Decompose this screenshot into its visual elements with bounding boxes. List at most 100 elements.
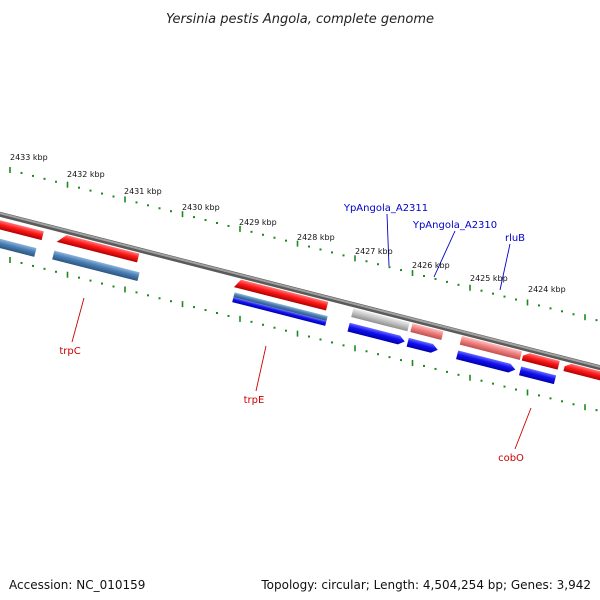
minor-tick bbox=[32, 264, 34, 267]
gene-cobO-upstream[interactable] bbox=[521, 352, 560, 370]
label-rluB[interactable]: rluB bbox=[505, 233, 525, 244]
gene-trpC-upstream[interactable] bbox=[56, 233, 140, 263]
gene-YpAngola_A2311[interactable] bbox=[351, 308, 410, 332]
gene-left-forward[interactable] bbox=[0, 217, 44, 241]
minor-tick bbox=[158, 297, 161, 300]
minor-tick bbox=[147, 294, 149, 297]
tick-label-2425: 2425 kbp bbox=[470, 274, 508, 283]
minor-tick bbox=[193, 216, 195, 219]
minor-tick bbox=[331, 251, 333, 254]
minor-tick bbox=[377, 353, 379, 356]
minor-tick bbox=[480, 289, 483, 292]
minor-tick bbox=[250, 230, 253, 233]
minor-tick bbox=[101, 192, 103, 195]
gene-left-reverse[interactable] bbox=[0, 235, 37, 257]
minor-tick bbox=[365, 260, 368, 263]
minor-tick bbox=[377, 263, 379, 266]
minor-tick bbox=[480, 379, 483, 382]
lower-tick-row bbox=[9, 257, 598, 412]
minor-tick bbox=[365, 350, 368, 353]
label-YpAngola_A2311[interactable]: YpAngola_A2311 bbox=[343, 203, 428, 214]
minor-tick bbox=[78, 186, 80, 189]
minor-tick bbox=[572, 313, 575, 316]
minor-tick bbox=[503, 295, 506, 298]
minor-tick bbox=[331, 341, 333, 344]
gene-right-forward[interactable] bbox=[563, 362, 600, 385]
minor-tick bbox=[193, 306, 195, 309]
upper-tick-row bbox=[9, 167, 598, 322]
minor-tick bbox=[515, 388, 517, 391]
tick-labels: 2433 kbp 2432 kbp 2431 kbp 2430 kbp 2429… bbox=[10, 153, 566, 294]
minor-tick bbox=[273, 326, 276, 329]
minor-tick bbox=[262, 323, 264, 326]
minor-tick bbox=[147, 204, 149, 207]
minor-tick bbox=[170, 210, 172, 213]
minor-tick bbox=[216, 221, 218, 224]
minor-tick bbox=[319, 248, 322, 251]
gene-rluB-cds[interactable] bbox=[456, 350, 516, 374]
minor-tick bbox=[112, 285, 115, 288]
minor-tick bbox=[43, 267, 46, 270]
minor-tick bbox=[595, 319, 598, 322]
minor-tick bbox=[20, 261, 23, 264]
minor-tick bbox=[55, 180, 57, 183]
gene-trpE-forward[interactable] bbox=[233, 278, 329, 311]
label-trpE[interactable]: trpE bbox=[244, 395, 265, 406]
minor-tick bbox=[388, 266, 391, 269]
topology-text: Topology: circular; Length: 4,504,254 bp… bbox=[261, 578, 591, 592]
gene-YpAngola_A2310[interactable] bbox=[410, 323, 444, 340]
minor-tick bbox=[492, 292, 494, 295]
minor-tick bbox=[400, 359, 402, 362]
tick-label-2428: 2428 kbp bbox=[297, 233, 335, 242]
minor-tick bbox=[78, 276, 80, 279]
minor-tick bbox=[561, 400, 563, 403]
minor-tick bbox=[135, 201, 138, 204]
minor-tick bbox=[400, 269, 402, 272]
minor-tick bbox=[515, 298, 517, 301]
tick-label-2426: 2426 kbp bbox=[412, 261, 450, 270]
minor-tick bbox=[101, 282, 103, 285]
label-cobO[interactable]: cobO bbox=[498, 453, 524, 464]
chromosome-backbone bbox=[0, 211, 600, 371]
minor-tick bbox=[227, 314, 230, 317]
tick-label-2424: 2424 kbp bbox=[528, 285, 566, 294]
minor-tick bbox=[285, 239, 287, 242]
minor-tick bbox=[135, 291, 138, 294]
tick-label-2431: 2431 kbp bbox=[124, 187, 162, 196]
minor-tick bbox=[342, 344, 345, 347]
gene-trpE-cds[interactable] bbox=[232, 297, 327, 326]
minor-tick bbox=[457, 373, 460, 376]
tick-label-2432: 2432 kbp bbox=[67, 170, 105, 179]
label-YpAngola_A2310[interactable]: YpAngola_A2310 bbox=[412, 220, 497, 231]
minor-tick bbox=[446, 280, 448, 283]
minor-tick bbox=[20, 171, 23, 174]
minor-tick bbox=[250, 320, 253, 323]
minor-tick bbox=[423, 364, 425, 367]
gene-trpC[interactable] bbox=[52, 250, 140, 282]
minor-tick bbox=[595, 409, 598, 412]
minor-tick bbox=[170, 300, 172, 303]
minor-tick bbox=[285, 329, 287, 332]
minor-tick bbox=[32, 174, 34, 177]
gene-cobO[interactable] bbox=[519, 366, 557, 385]
minor-tick bbox=[204, 309, 207, 312]
gene-features bbox=[0, 217, 600, 385]
minor-tick bbox=[43, 177, 46, 180]
minor-tick bbox=[561, 310, 563, 313]
map-title: Yersinia pestis Angola, complete genome bbox=[166, 12, 434, 27]
gene-rluB[interactable] bbox=[459, 335, 523, 360]
label-leaders bbox=[71, 213, 532, 450]
gene-YpAngola_A2310-cds[interactable] bbox=[406, 337, 439, 354]
minor-tick bbox=[492, 382, 494, 385]
minor-tick bbox=[549, 397, 552, 400]
tick-label-2430: 2430 kbp bbox=[182, 203, 220, 212]
gene-trpE[interactable] bbox=[233, 292, 328, 321]
gene-YpAngola_A2311-cds[interactable] bbox=[347, 322, 405, 346]
tick-label-2433: 2433 kbp bbox=[10, 153, 48, 162]
minor-tick bbox=[434, 367, 437, 370]
minor-tick bbox=[538, 304, 540, 307]
label-trpC[interactable]: trpC bbox=[59, 346, 80, 357]
minor-tick bbox=[55, 270, 57, 273]
minor-tick bbox=[158, 207, 161, 210]
